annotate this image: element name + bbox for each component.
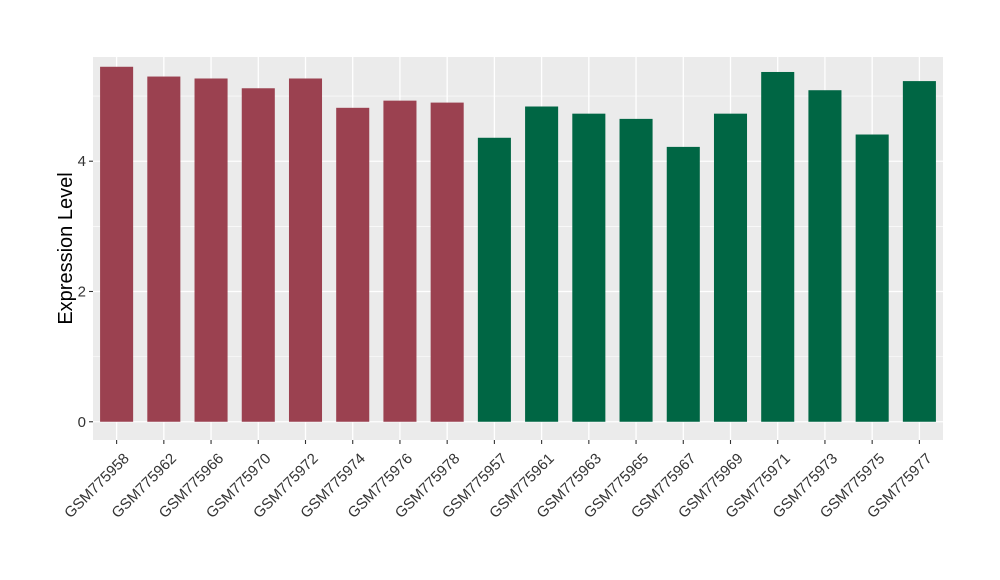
y-tick-label: 4	[78, 153, 86, 170]
bar-GSM775972	[288, 78, 323, 422]
bar-GSM775967	[666, 146, 700, 422]
x-axis: GSM775958GSM775962GSM775966GSM775970GSM7…	[61, 440, 936, 522]
bar-GSM775974	[336, 107, 370, 422]
bar-GSM775962	[147, 76, 181, 422]
bar-GSM775977	[902, 81, 936, 422]
y-tick-label: 0	[78, 414, 86, 431]
bar-GSM775976	[383, 100, 417, 422]
y-axis: 0 2 4	[78, 153, 93, 431]
bar-GSM775978	[430, 102, 464, 422]
bar-GSM775965	[619, 118, 653, 422]
bar-GSM775961	[525, 106, 559, 422]
bars	[100, 66, 936, 422]
y-tick-label: 2	[78, 283, 86, 300]
bar-GSM775971	[761, 71, 795, 422]
bar-GSM775958	[100, 66, 134, 422]
plot-panel	[93, 57, 943, 440]
y-axis-title: Expression Level	[55, 172, 77, 324]
bar-GSM775969	[713, 113, 748, 422]
bar-GSM775973	[808, 90, 842, 422]
bar-GSM775957	[477, 137, 511, 422]
bar-GSM775963	[572, 113, 606, 422]
bar-GSM775966	[194, 78, 228, 422]
bar-GSM775975	[855, 134, 889, 422]
bar-GSM775970	[241, 88, 275, 422]
grid-minor	[93, 95, 943, 357]
